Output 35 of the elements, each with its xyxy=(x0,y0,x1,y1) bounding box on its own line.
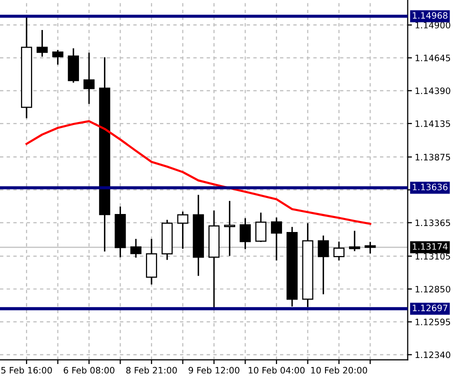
ref-line-label: 1.12697 xyxy=(412,304,448,312)
y-tick-label: 1.14390 xyxy=(416,87,450,94)
x-tick-label: 10 Feb 04:00 xyxy=(248,366,305,374)
y-tick-label: 1.13875 xyxy=(416,154,450,160)
candlestick xyxy=(83,52,95,105)
x-tick-label: 5 Feb 16:00 xyxy=(1,366,52,374)
candlestick xyxy=(52,49,64,66)
y-tick-label: 1.14900 xyxy=(416,22,450,28)
ref-line-label: 1.14968 xyxy=(412,12,448,19)
x-tick-label: 10 Feb 20:00 xyxy=(311,366,368,374)
line-series xyxy=(26,120,372,225)
x-tick-label: 9 Feb 12:00 xyxy=(188,366,240,374)
y-tick-label: 1.12850 xyxy=(416,286,450,292)
y-tick-label: 1.13105 xyxy=(416,252,450,260)
candlestick xyxy=(146,238,158,286)
candlestick xyxy=(240,217,251,250)
y-tick-label: 1.12340 xyxy=(416,352,450,358)
candlestick xyxy=(270,216,282,262)
x-tick-label: 6 Feb 08:00 xyxy=(64,366,114,374)
candlestick xyxy=(130,238,142,258)
y-tick-label: 1.14135 xyxy=(416,120,450,127)
candlestick xyxy=(349,230,360,252)
ref-line-label: 1.13174 xyxy=(412,243,448,250)
ref-line-label: 1.13636 xyxy=(412,184,448,190)
candlestick xyxy=(364,241,376,254)
y-tick-label: 1.12595 xyxy=(416,318,450,326)
candlestick xyxy=(333,240,345,262)
candlestick xyxy=(318,234,329,295)
candlestick xyxy=(255,212,266,243)
y-tick-label: 1.14645 xyxy=(416,54,450,62)
x-tick-label: 8 Feb 21:00 xyxy=(126,366,177,374)
candlestick xyxy=(36,29,48,58)
y-tick-label: 1.13365 xyxy=(416,220,450,226)
candlestick xyxy=(224,200,236,257)
candlestick xyxy=(177,210,188,250)
